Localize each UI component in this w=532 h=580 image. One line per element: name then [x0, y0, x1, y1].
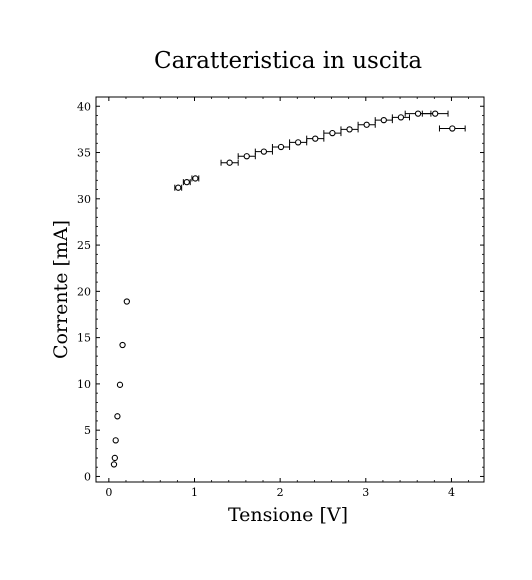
x-axis-title: Tensione [V]	[228, 504, 348, 526]
data-point	[449, 125, 456, 132]
data-point	[294, 139, 302, 146]
data-point	[226, 159, 233, 166]
x-tick-label: 0	[105, 486, 112, 499]
y-tick-label: 20	[77, 285, 91, 298]
data-point	[119, 341, 126, 349]
x-tick-label: 3	[362, 486, 369, 499]
data-point	[192, 175, 199, 182]
data-point	[123, 298, 130, 305]
y-tick-label: 30	[77, 193, 91, 206]
x-tick-label: 4	[448, 486, 455, 499]
data-point	[329, 129, 336, 137]
data-point	[110, 461, 118, 468]
x-tick-label: 2	[277, 486, 284, 499]
data-point	[111, 454, 118, 462]
y-axis-title: Corrente [mA]	[50, 220, 72, 359]
y-tick-label: 35	[77, 147, 91, 160]
data-point	[363, 121, 370, 128]
data-point	[397, 114, 405, 121]
data-point	[414, 110, 422, 117]
data-point	[243, 153, 250, 160]
data-point	[116, 381, 124, 388]
chart-title: Caratteristica in uscita	[154, 48, 422, 74]
plot-frame	[95, 96, 485, 483]
data-point	[183, 178, 190, 186]
data-point	[432, 110, 439, 117]
y-tick-label: 5	[84, 424, 91, 437]
y-tick-label: 10	[77, 378, 91, 391]
y-tick-label: 40	[77, 100, 91, 113]
y-tick-label: 0	[84, 470, 91, 483]
data-point	[260, 148, 268, 155]
data-point	[312, 135, 319, 142]
y-tick-label: 15	[77, 332, 91, 345]
data-point	[112, 437, 119, 444]
data-point	[346, 126, 353, 133]
data-point	[114, 413, 121, 420]
data-points	[110, 110, 466, 468]
y-tick-label: 25	[77, 239, 91, 252]
x-tick-label: 1	[191, 486, 198, 499]
data-point	[175, 184, 182, 191]
data-point	[277, 143, 285, 151]
data-point	[380, 116, 387, 124]
